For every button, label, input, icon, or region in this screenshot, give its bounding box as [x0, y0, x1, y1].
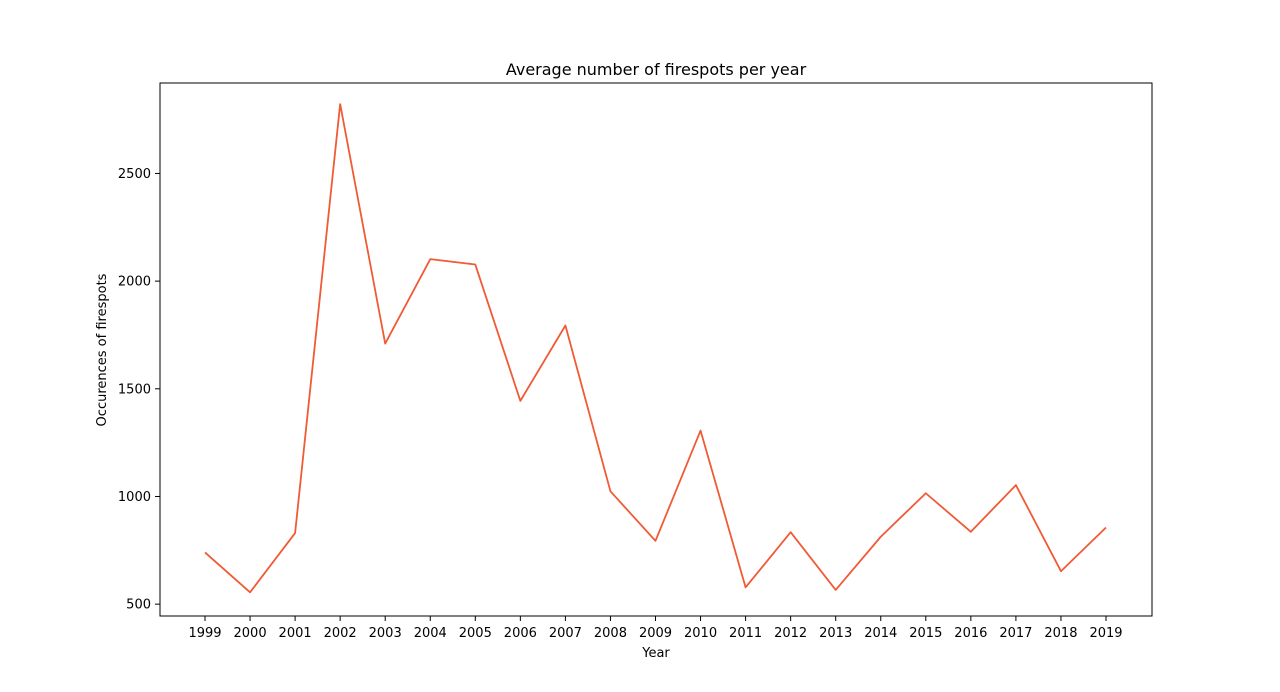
- x-tick-label: 2011: [729, 626, 762, 641]
- x-tick-label: 2009: [639, 626, 672, 641]
- chart-title: Average number of firespots per year: [506, 60, 807, 79]
- x-tick-label: 2005: [459, 626, 492, 641]
- x-tick-label: 2019: [1089, 626, 1122, 641]
- series-line: [204, 103, 1107, 594]
- x-tick-label: 2002: [324, 626, 357, 641]
- x-tick-label: 1999: [188, 626, 221, 641]
- x-tick-label: 2015: [909, 626, 942, 641]
- y-tick-label: 2000: [118, 275, 151, 290]
- x-tick-label: 2001: [279, 626, 312, 641]
- y-tick-label: 2500: [118, 167, 151, 182]
- x-axis-ticks: 1999 2000 2001 2002 2003 2004 2005 2006 2007 2008…: [188, 616, 1123, 641]
- x-tick-label: 2000: [234, 626, 267, 641]
- x-tick-label: 2003: [369, 626, 402, 641]
- y-tick-label: 1000: [118, 490, 151, 505]
- x-tick-label: 2012: [774, 626, 807, 641]
- y-tick-label: 1500: [118, 382, 151, 397]
- x-tick-label: 2018: [1044, 626, 1077, 641]
- plot-frame: [159, 82, 1153, 617]
- x-tick-label: 2004: [414, 626, 447, 641]
- x-tick-label: 2007: [549, 626, 582, 641]
- y-axis-ticks: 500 1000 1500 2000 2500: [118, 167, 160, 613]
- x-tick-label: 2016: [954, 626, 987, 641]
- x-axis-title: Year: [641, 646, 670, 661]
- x-tick-label: 2017: [999, 626, 1032, 641]
- x-tick-label: 2008: [594, 626, 627, 641]
- x-tick-label: 2013: [819, 626, 852, 641]
- x-tick-label: 2010: [684, 626, 717, 641]
- x-tick-label: 2014: [864, 626, 897, 641]
- x-tick-label: 2006: [504, 626, 537, 641]
- plot-area: [160, 83, 1152, 616]
- y-axis-title: Occurences of firespots: [95, 273, 110, 426]
- y-tick-label: 500: [126, 598, 151, 613]
